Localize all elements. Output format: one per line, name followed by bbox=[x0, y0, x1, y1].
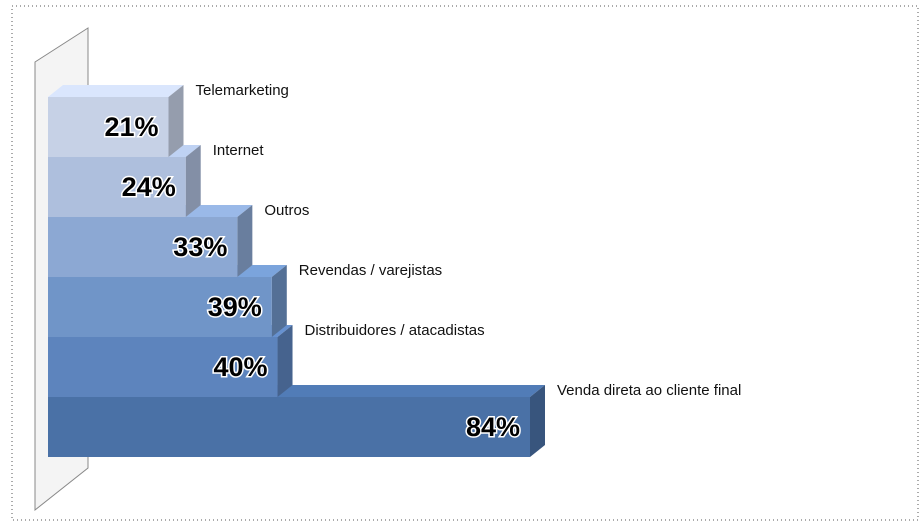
bar-side bbox=[271, 265, 287, 337]
bar bbox=[48, 337, 278, 397]
bar bbox=[48, 157, 186, 217]
value-label: 24% bbox=[122, 172, 176, 202]
bar-side bbox=[185, 145, 201, 217]
value-label: 21% bbox=[104, 112, 158, 142]
frame bbox=[11, 5, 919, 521]
bar-side bbox=[168, 85, 184, 157]
bar-side bbox=[277, 325, 293, 397]
bar bbox=[48, 277, 272, 337]
category-label: Outros bbox=[264, 202, 309, 219]
value-label: 40% bbox=[213, 352, 267, 382]
value-label: 39% bbox=[208, 292, 262, 322]
category-label: Revendas / varejistas bbox=[299, 262, 442, 279]
category-label: Distribuidores / atacadistas bbox=[305, 322, 485, 339]
value-label: 33% bbox=[173, 232, 227, 262]
bar bbox=[48, 397, 530, 457]
category-label: Telemarketing bbox=[196, 82, 289, 99]
bar-top bbox=[48, 85, 184, 97]
bar-side bbox=[237, 205, 253, 277]
bar-side bbox=[530, 385, 545, 457]
category-label: Venda direta ao cliente final bbox=[557, 382, 741, 399]
category-label: Internet bbox=[213, 142, 265, 159]
bar bbox=[48, 97, 169, 157]
bar bbox=[48, 217, 238, 277]
value-label: 84% bbox=[466, 412, 520, 442]
